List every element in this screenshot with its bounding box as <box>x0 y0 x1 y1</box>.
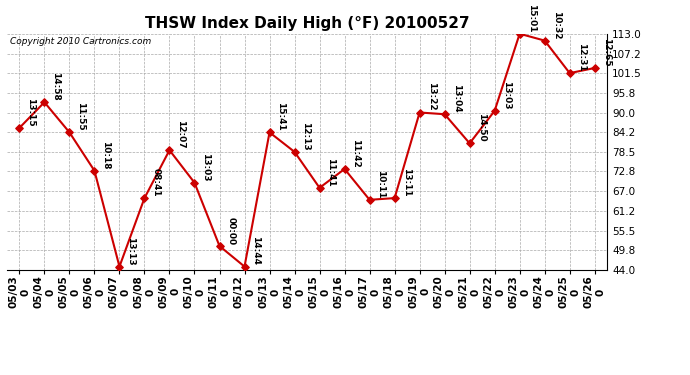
Text: 10:11: 10:11 <box>377 170 386 198</box>
Point <box>289 149 300 155</box>
Point <box>89 168 100 174</box>
Point <box>414 110 425 116</box>
Point <box>589 65 600 71</box>
Text: 12:65: 12:65 <box>602 38 611 67</box>
Point <box>314 185 325 191</box>
Point <box>264 129 275 135</box>
Point <box>439 111 450 117</box>
Point <box>339 166 350 172</box>
Point <box>514 31 525 37</box>
Point <box>114 264 125 270</box>
Text: 13:03: 13:03 <box>502 81 511 110</box>
Text: 10:18: 10:18 <box>101 141 110 170</box>
Text: 10:32: 10:32 <box>551 11 560 39</box>
Text: 12:13: 12:13 <box>302 122 310 150</box>
Text: 11:55: 11:55 <box>77 102 86 131</box>
Point <box>189 180 200 186</box>
Point <box>64 129 75 135</box>
Text: 12:31: 12:31 <box>577 43 586 72</box>
Text: 15:41: 15:41 <box>277 102 286 131</box>
Text: 13:03: 13:03 <box>201 153 210 181</box>
Text: 00:00: 00:00 <box>226 216 235 244</box>
Point <box>489 108 500 114</box>
Text: 15:01: 15:01 <box>526 4 535 32</box>
Text: 14:58: 14:58 <box>51 72 60 101</box>
Text: 08:41: 08:41 <box>151 168 160 197</box>
Point <box>364 197 375 203</box>
Text: 13:22: 13:22 <box>426 82 435 111</box>
Text: 12:07: 12:07 <box>177 120 186 149</box>
Point <box>164 147 175 153</box>
Text: 14:44: 14:44 <box>251 236 260 265</box>
Text: 13:13: 13:13 <box>126 237 135 265</box>
Point <box>214 243 225 249</box>
Text: 14:50: 14:50 <box>477 113 486 142</box>
Point <box>239 264 250 270</box>
Text: Copyright 2010 Cartronics.com: Copyright 2010 Cartronics.com <box>10 37 151 46</box>
Point <box>14 125 25 131</box>
Point <box>539 38 550 44</box>
Text: 13:15: 13:15 <box>26 98 35 126</box>
Point <box>564 70 575 76</box>
Point <box>139 195 150 201</box>
Point <box>464 140 475 146</box>
Title: THSW Index Daily High (°F) 20100527: THSW Index Daily High (°F) 20100527 <box>145 16 469 31</box>
Text: 13:04: 13:04 <box>451 84 460 113</box>
Text: 13:11: 13:11 <box>402 168 411 197</box>
Point <box>389 195 400 201</box>
Text: 11:41: 11:41 <box>326 158 335 186</box>
Point <box>39 99 50 105</box>
Text: 11:42: 11:42 <box>351 139 360 168</box>
